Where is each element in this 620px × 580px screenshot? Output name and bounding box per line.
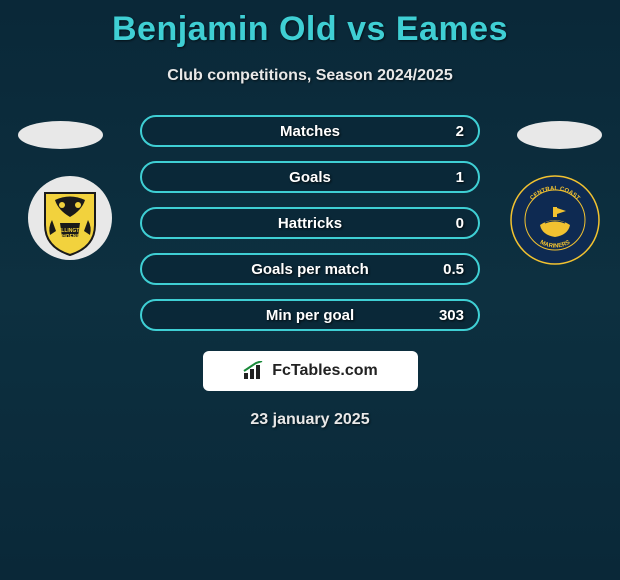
stat-label: Matches [280,123,340,140]
stat-label: Goals per match [251,261,369,278]
stat-label: Min per goal [266,307,354,324]
stat-row: Goals 1 [140,161,480,193]
stat-row: Goals per match 0.5 [140,253,480,285]
page-title: Benjamin Old vs Eames [0,0,620,49]
brand-label: FcTables.com [272,362,378,380]
player-marker-left [18,121,103,149]
stat-row: Hattricks 0 [140,207,480,239]
svg-text:PHOENIX: PHOENIX [59,234,82,240]
stat-value: 0.5 [443,261,464,278]
stat-row: Matches 2 [140,115,480,147]
stats-list: Matches 2 Goals 1 Hattricks 0 Goals per … [140,115,480,331]
central-coast-mariners-badge-icon: CENTRAL COAST MARINERS [510,175,600,265]
team-badge-left: WELLINGTON PHOENIX [20,175,120,261]
stat-row: Min per goal 303 [140,299,480,331]
bar-chart-icon [242,361,268,381]
stat-label: Hattricks [278,215,342,232]
player-marker-right [517,121,602,149]
brand-card[interactable]: FcTables.com [203,351,418,391]
comparison-area: WELLINGTON PHOENIX CENTRAL COAST MARINER… [0,115,620,429]
stat-value: 303 [439,307,464,324]
page-subtitle: Club competitions, Season 2024/2025 [0,67,620,85]
stat-label: Goals [289,169,331,186]
team-badge-right: CENTRAL COAST MARINERS [510,175,600,265]
stat-value: 2 [456,123,464,140]
stat-value: 1 [456,169,464,186]
wellington-phoenix-badge-icon: WELLINGTON PHOENIX [20,175,120,261]
stat-value: 0 [456,215,464,232]
date-label: 23 january 2025 [0,411,620,429]
